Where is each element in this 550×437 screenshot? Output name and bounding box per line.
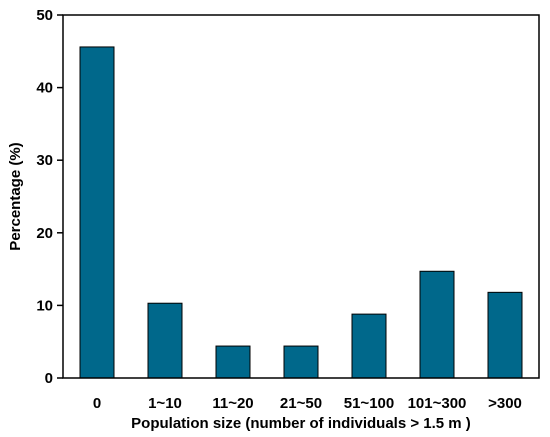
bar-6	[487, 291, 523, 379]
y-tick-label-1: 10	[36, 297, 53, 314]
y-tick-label-5: 50	[36, 7, 53, 24]
x-tick-label-3: 21~50	[280, 395, 322, 412]
y-tick-label-3: 30	[36, 152, 53, 169]
x-tick-label-2: 11~20	[212, 395, 253, 412]
y-tick-label-2: 20	[36, 225, 53, 242]
bar-0	[79, 46, 115, 379]
bar-2	[215, 345, 251, 379]
x-axis-title: Population size (number of individuals >…	[131, 415, 471, 432]
x-axis-tick-labels: 0 1~10 11~20 21~50 51~100 101~300 >300	[93, 395, 522, 412]
bar-4	[351, 313, 387, 379]
x-tick-label-0: 0	[93, 395, 101, 412]
y-axis-ticks: 0 10 20 30 40 50	[36, 7, 63, 387]
bars	[79, 46, 523, 379]
y-axis-title: Percentage (%)	[7, 142, 24, 250]
bar-3	[283, 345, 319, 379]
y-tick-label-0: 0	[45, 370, 53, 387]
y-tick-label-4: 40	[36, 80, 53, 97]
plot-frame	[62, 14, 540, 379]
x-tick-label-6: >300	[488, 395, 522, 412]
x-tick-label-1: 1~10	[148, 395, 182, 412]
bar-5	[419, 270, 455, 379]
x-tick-label-5: 101~300	[408, 395, 467, 412]
bar-1	[147, 302, 183, 379]
x-tick-label-4: 51~100	[344, 395, 394, 412]
